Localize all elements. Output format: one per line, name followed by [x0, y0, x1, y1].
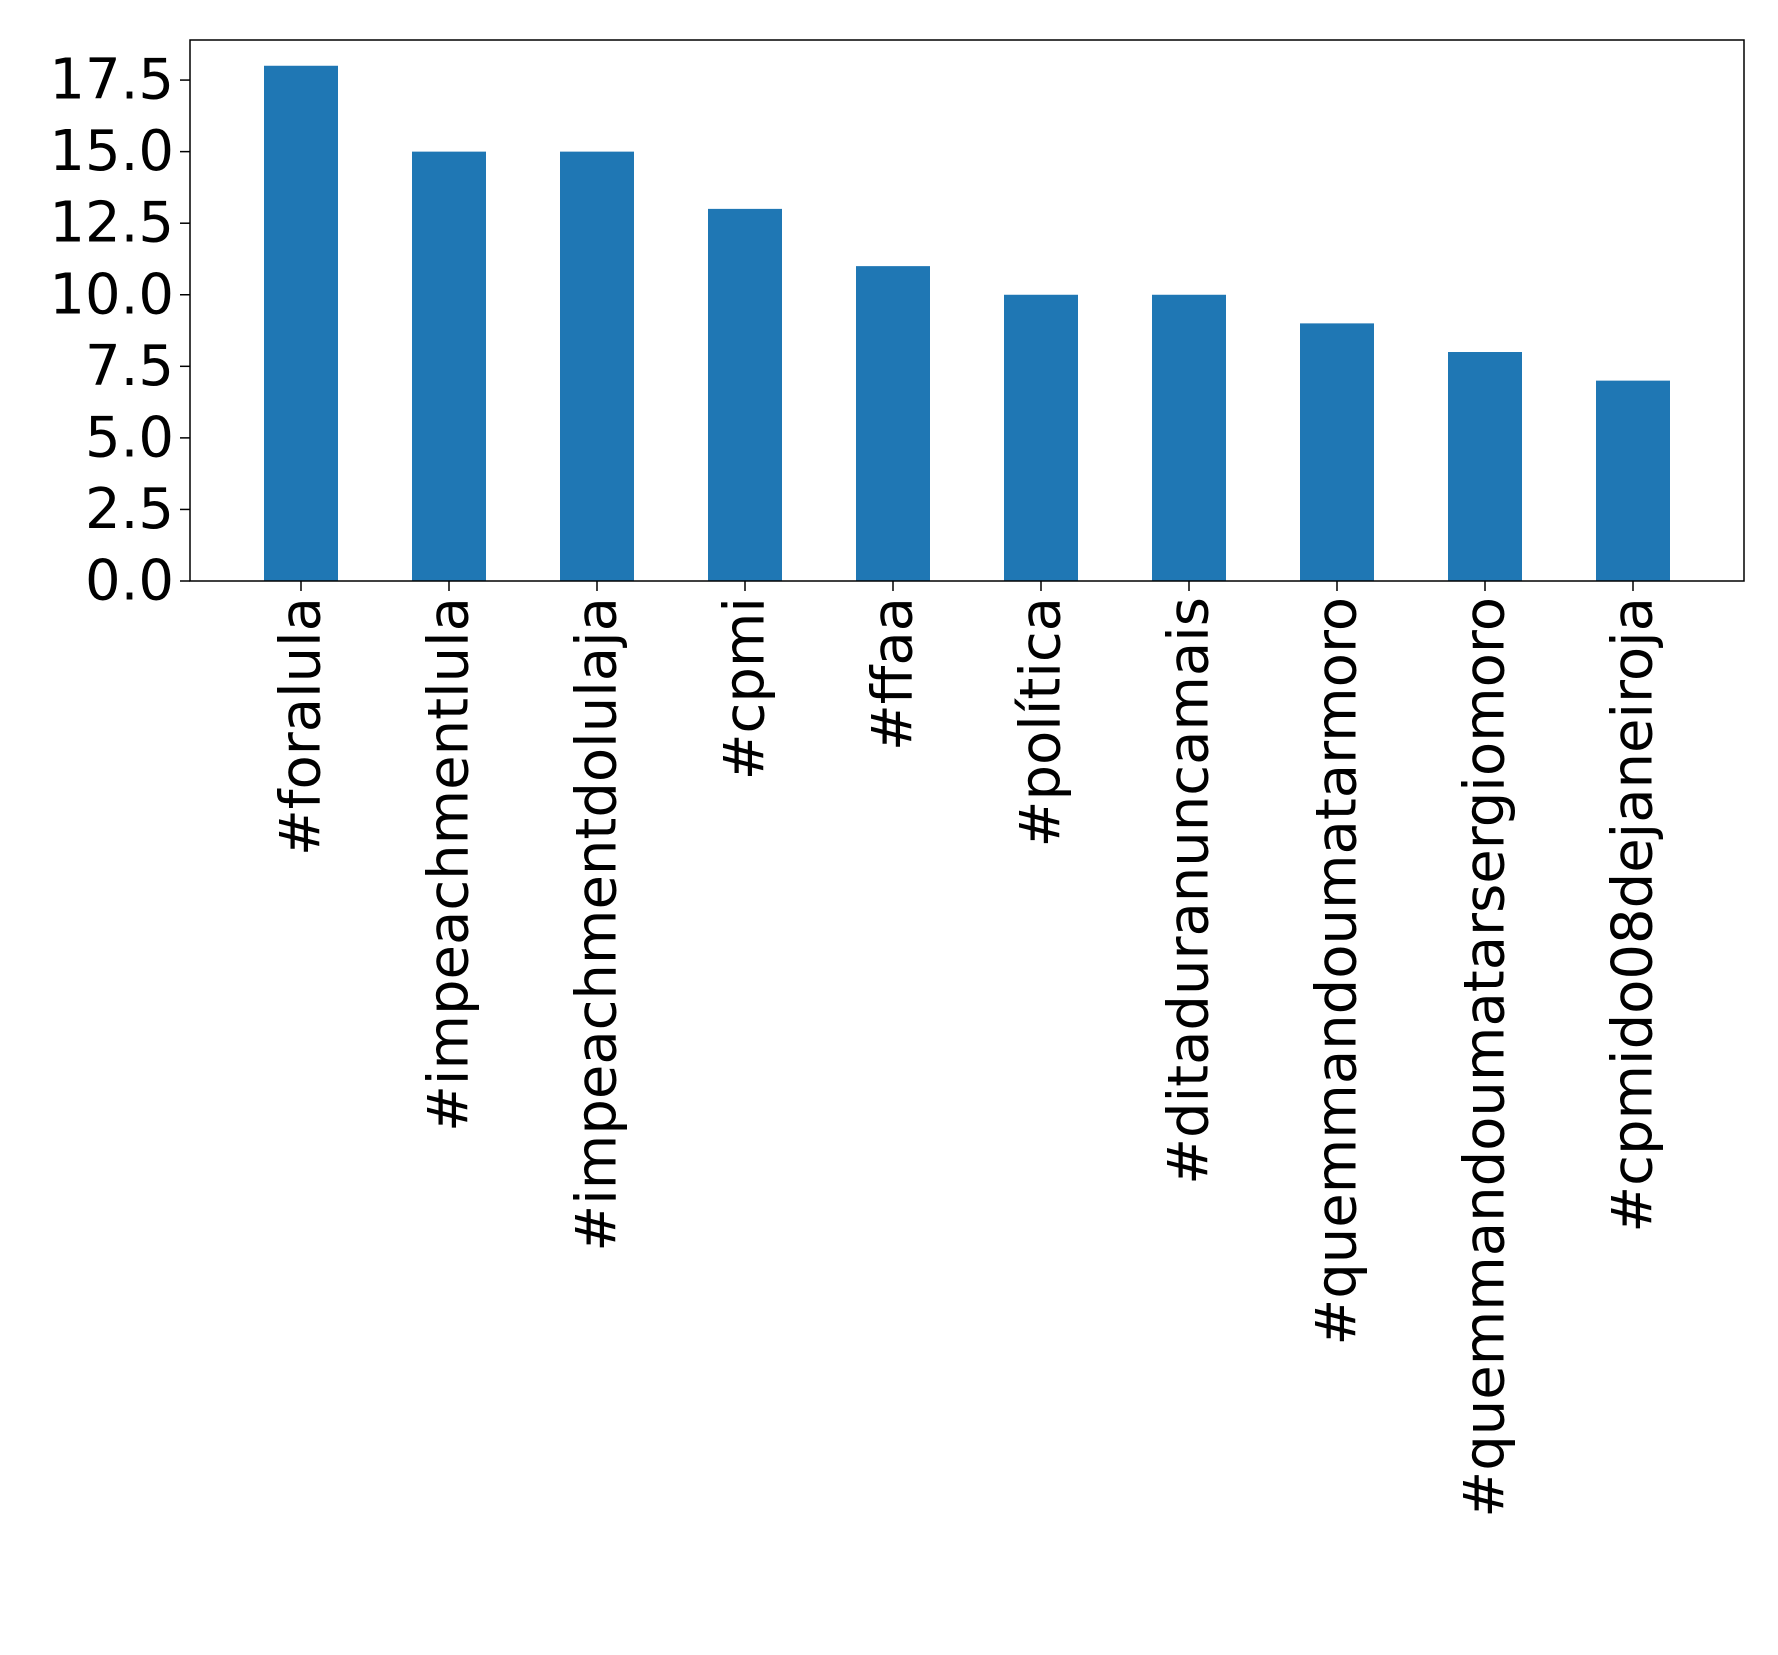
bar-7: [1300, 323, 1374, 581]
y-tick-label-1: 2.5: [85, 477, 174, 542]
x-tick-label-4: #ffaa: [861, 597, 926, 751]
y-tick-label-4: 10.0: [49, 262, 174, 327]
bar-1: [412, 151, 486, 581]
bar-2: [560, 151, 634, 581]
x-tick-label-6: #ditaduranuncamais: [1157, 597, 1222, 1185]
bar-3: [708, 208, 782, 581]
x-tick-label-1: #impeachmentlula: [417, 597, 482, 1132]
x-tick-label-3: #cpmi: [713, 597, 778, 780]
bar-6: [1152, 294, 1226, 581]
y-tick-label-2: 5.0: [85, 405, 174, 470]
x-tick-label-0: #foralula: [269, 597, 334, 856]
x-tick-label-8: #quemmandoumatarsergiomoro: [1453, 597, 1518, 1518]
bar-9: [1596, 380, 1670, 581]
bar-0: [264, 65, 338, 581]
bar-4: [856, 266, 930, 581]
y-tick-label-0: 0.0: [85, 549, 174, 614]
y-tick-label-5: 12.5: [49, 191, 174, 256]
y-axis: 0.0 2.5 5.07.5 10.012.5 15.017.5: [49, 48, 190, 614]
y-tick-label-3: 7.5: [85, 334, 174, 399]
x-tick-label-5: #política: [1009, 597, 1074, 847]
bar-8: [1448, 352, 1522, 581]
y-tick-label-7: 17.5: [49, 48, 174, 113]
x-tick-label-7: #quemmandoumatarmoro: [1305, 597, 1370, 1346]
bars-layer: [264, 65, 1670, 581]
x-tick-label-2: #impeachmentdolulaja: [565, 597, 630, 1252]
x-tick-label-9: #cpmido08dejaneiroja: [1601, 597, 1666, 1233]
plot-area-frame: [189, 39, 1745, 582]
bar-5: [1004, 294, 1078, 581]
y-tick-label-6: 15.0: [49, 119, 174, 184]
x-axis: #foralula #impeachmentlula #impeachmentdol…: [269, 581, 1666, 1518]
